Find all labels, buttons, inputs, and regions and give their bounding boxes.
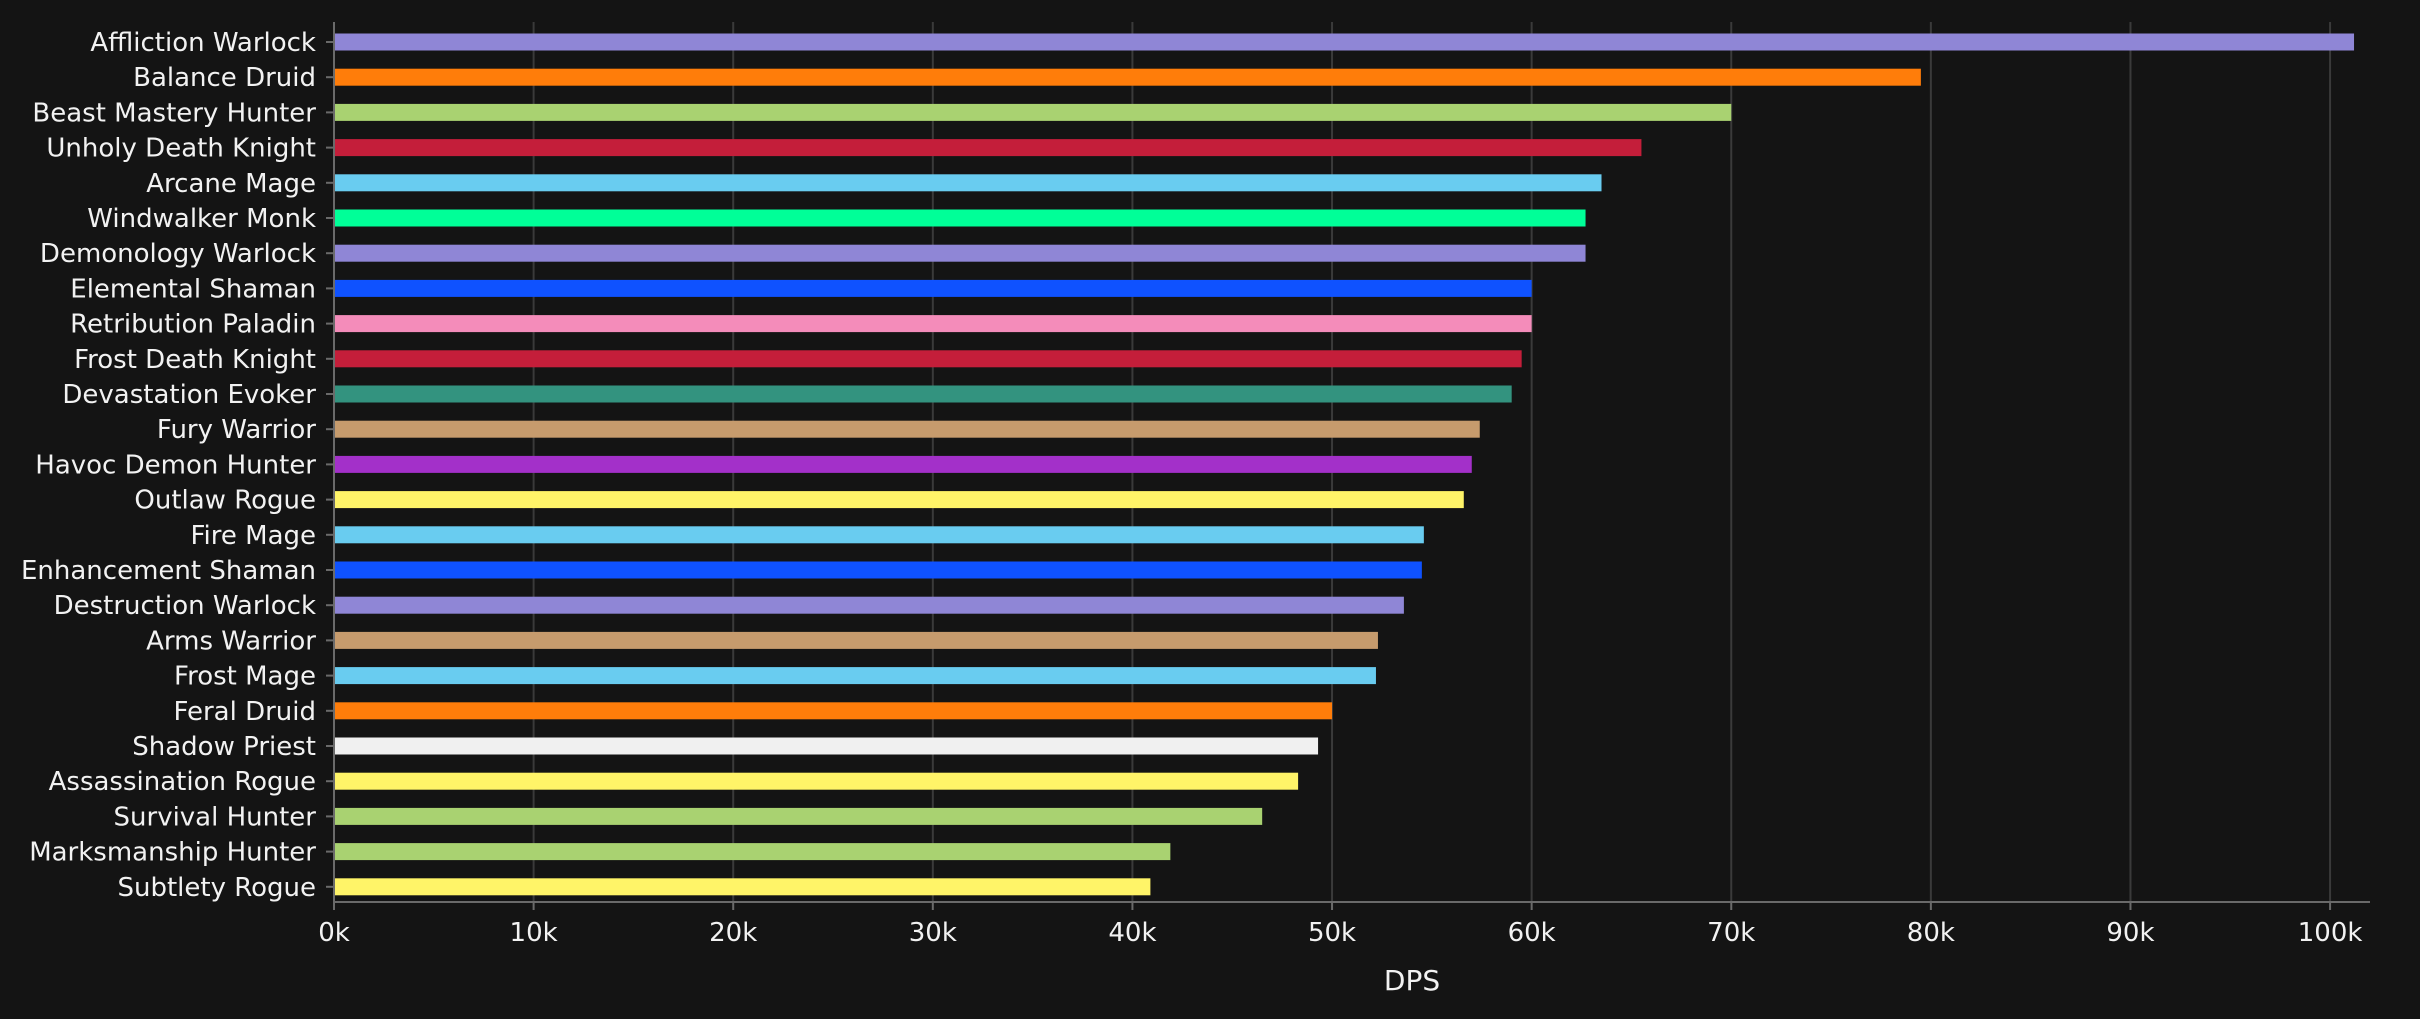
bar-subtlety-rogue xyxy=(334,878,1151,896)
bar-havoc-demon-hunter xyxy=(334,455,1472,473)
bar-feral-druid xyxy=(334,702,1333,720)
bar-outlaw-rogue xyxy=(334,491,1464,509)
bar-frost-mage xyxy=(334,667,1376,685)
category-label-retribution-paladin: Retribution Paladin xyxy=(70,310,316,340)
bar-frost-death-knight xyxy=(334,350,1522,368)
bar-demonology-warlock xyxy=(334,244,1586,262)
x-tick-label-20k: 20k xyxy=(709,918,757,948)
bar-destruction-warlock xyxy=(334,596,1404,614)
category-label-outlaw-rogue: Outlaw Rogue xyxy=(134,486,316,516)
category-label-assassination-rogue: Assassination Rogue xyxy=(49,767,316,797)
bar-marksmanship-hunter xyxy=(334,843,1171,861)
x-tick-label-80k: 80k xyxy=(1907,918,1955,948)
x-tick-labels: 0k 10k 20k 30k 40k 50k 60k 70k 80k 90k 100k xyxy=(318,918,2362,948)
category-label-unholy-death-knight: Unholy Death Knight xyxy=(46,134,316,164)
bar-fire-mage xyxy=(334,526,1424,544)
category-label-fury-warrior: Fury Warrior xyxy=(157,415,316,445)
x-axis-title: DPS xyxy=(1384,964,1440,997)
axes xyxy=(326,22,2370,910)
bar-elemental-shaman xyxy=(334,279,1532,297)
x-tick-label-30k: 30k xyxy=(909,918,957,948)
category-label-marksmanship-hunter: Marksmanship Hunter xyxy=(29,838,316,868)
bar-arms-warrior xyxy=(334,631,1378,649)
category-label-arms-warrior: Arms Warrior xyxy=(146,626,316,656)
bars xyxy=(334,33,2355,896)
category-label-survival-hunter: Survival Hunter xyxy=(114,802,317,832)
bar-unholy-death-knight xyxy=(334,139,1642,157)
category-label-windwalker-monk: Windwalker Monk xyxy=(87,204,316,234)
x-tick-label-100k: 100k xyxy=(2298,918,2363,948)
x-tick-label-50k: 50k xyxy=(1308,918,1356,948)
bar-devastation-evoker xyxy=(334,385,1512,403)
x-tick-label-10k: 10k xyxy=(510,918,558,948)
category-label-enhancement-shaman: Enhancement Shaman xyxy=(21,556,316,586)
bar-fury-warrior xyxy=(334,420,1480,438)
category-label-frost-mage: Frost Mage xyxy=(174,662,316,692)
category-label-beast-mastery-hunter: Beast Mastery Hunter xyxy=(32,98,316,128)
bar-survival-hunter xyxy=(334,807,1263,825)
bar-shadow-priest xyxy=(334,737,1319,755)
category-label-balance-druid: Balance Druid xyxy=(133,63,316,93)
x-tick-label-70k: 70k xyxy=(1707,918,1755,948)
category-label-feral-druid: Feral Druid xyxy=(173,697,316,727)
bar-enhancement-shaman xyxy=(334,561,1422,579)
category-label-frost-death-knight: Frost Death Knight xyxy=(74,345,316,375)
category-label-havoc-demon-hunter: Havoc Demon Hunter xyxy=(35,450,316,480)
x-tick-label-60k: 60k xyxy=(1508,918,1556,948)
bar-assassination-rogue xyxy=(334,772,1299,790)
bar-beast-mastery-hunter xyxy=(334,103,1732,121)
bar-arcane-mage xyxy=(334,174,1602,192)
category-label-devastation-evoker: Devastation Evoker xyxy=(62,380,316,410)
category-label-shadow-priest: Shadow Priest xyxy=(132,732,316,762)
category-label-fire-mage: Fire Mage xyxy=(190,521,316,551)
x-tick-label-0k: 0k xyxy=(318,918,350,948)
x-tick-label-40k: 40k xyxy=(1108,918,1156,948)
category-label-elemental-shaman: Elemental Shaman xyxy=(70,274,316,304)
category-label-demonology-warlock: Demonology Warlock xyxy=(40,239,316,269)
category-label-destruction-warlock: Destruction Warlock xyxy=(54,591,316,621)
category-label-affliction-warlock: Affliction Warlock xyxy=(90,28,316,58)
x-tick-label-90k: 90k xyxy=(2106,918,2154,948)
bar-retribution-paladin xyxy=(334,315,1532,333)
bar-affliction-warlock xyxy=(334,33,2355,51)
bar-windwalker-monk xyxy=(334,209,1586,227)
bar-balance-druid xyxy=(334,68,1921,86)
category-label-arcane-mage: Arcane Mage xyxy=(146,169,316,199)
category-label-subtlety-rogue: Subtlety Rogue xyxy=(117,873,316,903)
category-labels: Affliction Warlock Balance Druid Beast Mas… xyxy=(21,28,316,903)
